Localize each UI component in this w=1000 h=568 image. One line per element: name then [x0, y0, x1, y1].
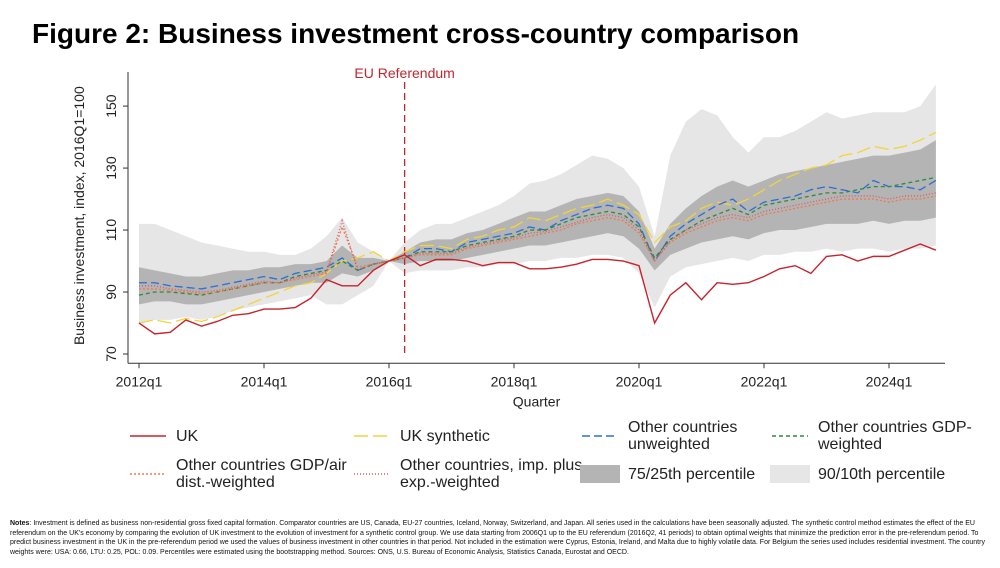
x-tick-label: 2012q1 [116, 373, 163, 389]
series-line [139, 192, 937, 293]
x-tick-label: 2024q1 [866, 373, 913, 389]
y-tick-label: 70 [103, 346, 119, 362]
legend-icon [130, 473, 166, 475]
chart: 70 90 110 130 150 2012q1 2014q1 2016q1 2018q1 202… [71, 65, 945, 409]
legend-swatch [580, 465, 620, 483]
legend-icon [354, 473, 390, 475]
x-tick-label: 2016q1 [366, 373, 413, 389]
legend-item: Other countries, imp. plus exp.-weighted [352, 456, 590, 492]
legend-item: 75/25th percentile [580, 456, 778, 492]
legend-item: UK synthetic [352, 418, 590, 454]
legend-item: UK [128, 418, 356, 454]
y-axis-title: Business investment, index, 2016Q1=100 [71, 86, 87, 345]
legend-label: Other countries GDP/air dist.-weighted [176, 457, 347, 491]
chart-title: Figure 2: Business investment cross-coun… [32, 18, 800, 49]
y-tick-label: 130 [103, 156, 119, 180]
notes-label: Notes [10, 520, 30, 527]
series-line [138, 243, 937, 335]
series-line [139, 195, 937, 295]
legend-item: Other countries GDP/air dist.-weighted [128, 456, 356, 492]
legend-swatch [770, 465, 810, 483]
legend-label: Other countries unweighted [628, 419, 738, 453]
series-line [138, 176, 937, 296]
legend-item: 90/10th percentile [770, 456, 978, 492]
y-tick-label: 90 [103, 284, 119, 300]
legend-icon [582, 435, 618, 437]
legend: UK UK synthetic Other countries unweighted… [0, 418, 1000, 508]
legend-icon [770, 465, 810, 483]
notes-text: : Investment is defined as business non-… [10, 520, 985, 556]
series-line [139, 179, 937, 290]
referendum-label: EU Referendum [354, 65, 454, 81]
legend-label: 75/25th percentile [628, 465, 756, 483]
x-axis-title: Quarter [513, 393, 561, 409]
legend-label: UK [176, 427, 199, 445]
y-tick-label: 110 [103, 219, 119, 242]
legend-label: 90/10th percentile [818, 465, 946, 483]
x-tick-label: 2018q1 [491, 373, 538, 389]
legend-label: Other countries, imp. plus exp.-weighted [400, 457, 583, 491]
x-tick-label: 2022q1 [741, 373, 788, 389]
legend-icon [130, 435, 166, 437]
x-tick-label: 2020q1 [616, 373, 663, 389]
legend-icon [772, 435, 808, 437]
legend-icon [354, 435, 390, 437]
legend-item: Other countries unweighted [580, 418, 778, 454]
legend-label: UK synthetic [400, 427, 490, 445]
notes: Notes: Investment is defined as business… [10, 519, 990, 557]
x-tick-label: 2014q1 [241, 373, 288, 389]
series-line [138, 131, 937, 324]
legend-label: Other countries GDP-weighted [818, 419, 972, 453]
legend-icon [580, 465, 620, 483]
legend-item: Other countries GDP-weighted [770, 418, 978, 454]
y-tick-label: 150 [103, 94, 119, 118]
